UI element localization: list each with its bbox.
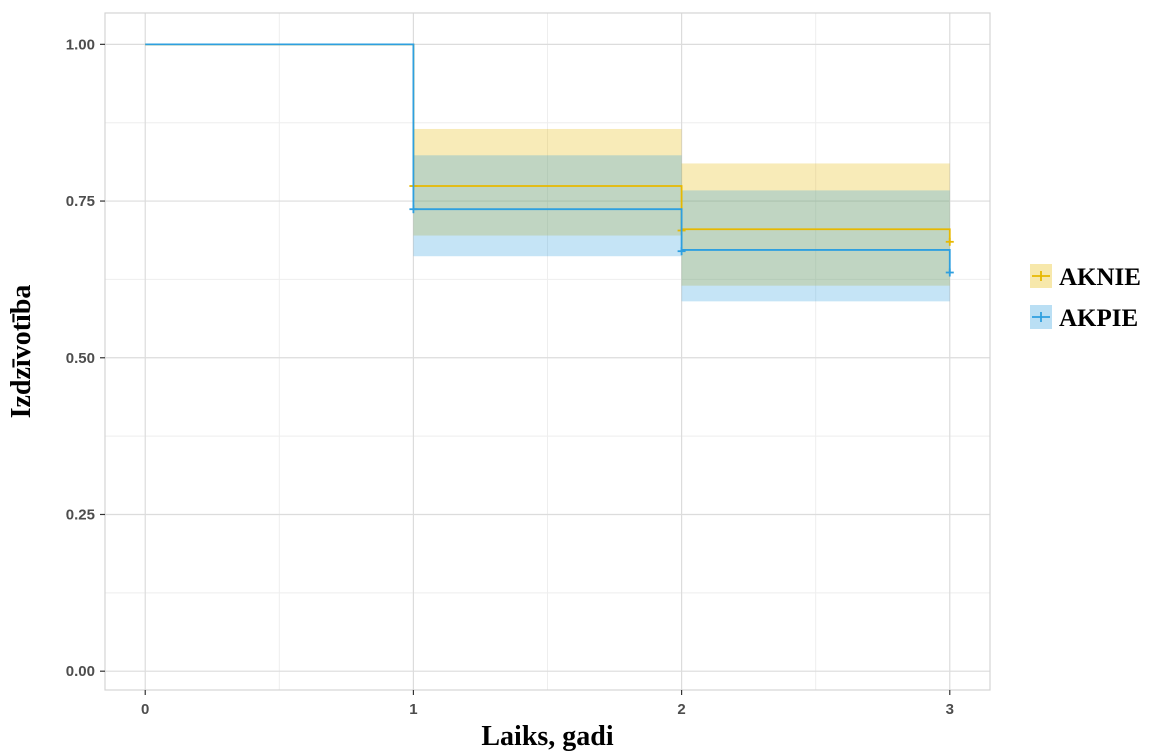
x-tick-label-3: 3 [946,701,954,718]
x-tick-label-1: 1 [409,701,417,718]
y-tick-label-1: 0.25 [66,506,95,523]
confidence-bands [413,128,950,302]
legend: AKNIE AKPIE [1030,264,1141,332]
censor-mark-aknie-2 [945,237,954,246]
censor-mark-akpie-0 [409,205,418,214]
censor-mark-akpie-1 [677,247,686,256]
ci-band-aknie-2 [681,163,950,286]
legend-label-akpie: AKPIE [1059,305,1138,332]
survival-line-akpie [145,43,951,273]
ci-band-aknie-1 [413,128,682,236]
grid-layer [105,13,990,690]
legend-item-akpie: AKPIE [1030,305,1138,332]
legend-item-aknie: AKNIE [1030,264,1141,291]
y-tick-label-2: 0.50 [66,350,95,367]
x-tick-label-2: 2 [677,701,685,718]
y-axis-title: Izdzīvotība [6,285,37,419]
survival-lines [145,43,954,277]
x-axis-title: Laiks, gadi [481,721,613,752]
y-tick-label-0: 0.00 [66,663,95,680]
plot-panel-border [104,12,991,691]
ci-band-akpie-1 [413,155,682,257]
y-tick-label-3: 0.75 [66,193,95,210]
censor-mark-akpie-2 [945,268,954,277]
y-tick-label-4: 1.00 [66,36,95,53]
legend-label-aknie: AKNIE [1059,264,1141,291]
ci-band-akpie-2 [681,190,950,302]
x-tick-label-0: 0 [141,701,149,718]
axis-ticks: 0 1 2 3 0.00 0.25 0.50 0.75 1.00 [66,36,954,718]
